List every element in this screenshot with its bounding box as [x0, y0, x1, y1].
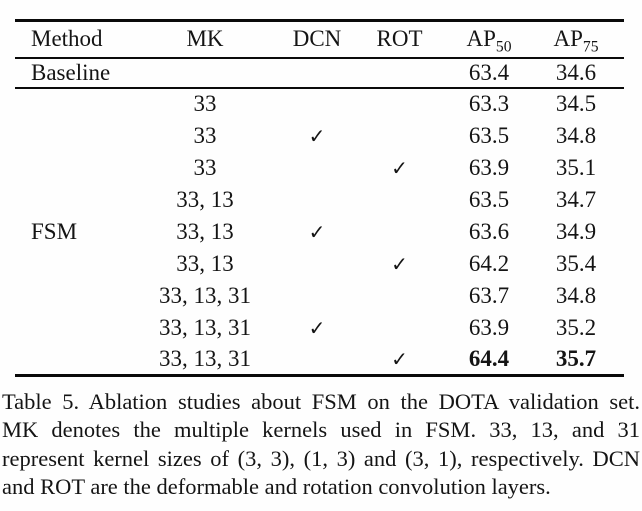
- cell-ap75: 34.5: [555, 91, 597, 116]
- cell-mk: [125, 58, 285, 88]
- cell-dcn: [285, 58, 349, 88]
- cell-method: [15, 344, 125, 376]
- cell-method: [15, 152, 125, 184]
- cell-ap75: 34.8: [555, 122, 597, 148]
- cell-mk: 33, 13, 31: [159, 282, 251, 308]
- cell-mk: 33: [193, 154, 217, 180]
- table-row: FSM 33, 13 ✓ 63.6 34.9: [15, 216, 624, 248]
- column-header-method: Method: [31, 26, 103, 52]
- header-row: Method MK DCN ROT AP50 AP75: [15, 21, 624, 58]
- cell-ap75: 34.6: [555, 59, 597, 85]
- cell-mk: 33, 13: [176, 186, 234, 212]
- cell-rot: [349, 184, 450, 216]
- cell-ap50: 64.2: [468, 250, 510, 276]
- cell-ap50: 63.9: [468, 154, 510, 180]
- caption-line: MK denotes the multiple kernels used in …: [2, 417, 640, 443]
- checkmark-dcn: ✓: [308, 123, 326, 148]
- checkmark-rot: ✓: [391, 346, 408, 371]
- ablation-table: Method MK DCN ROT AP50 AP75 Baseline 63.…: [15, 19, 624, 377]
- cell-dcn: [285, 152, 349, 184]
- cell-mk: 33, 13, 31: [159, 314, 251, 340]
- fsm-method-label: FSM: [31, 218, 78, 244]
- ap75-base: AP: [553, 26, 583, 52]
- cell-ap50: 63.7: [468, 282, 510, 308]
- cell-dcn: [285, 184, 349, 216]
- cell-ap50: 63.5: [468, 186, 510, 212]
- cell-ap50: 63.6: [468, 218, 510, 244]
- cell-rot: [349, 58, 450, 88]
- table-caption: Table 5. Ablation studies about FSM on t…: [2, 388, 640, 502]
- table-row: 33, 13 ✓ 64.2 35.4: [15, 248, 624, 280]
- baseline-row: Baseline 63.4 34.6: [15, 58, 624, 88]
- table-row-best: 33, 13, 31 ✓ 64.4 35.7: [15, 344, 624, 376]
- cell-ap50-best: 64.4: [468, 345, 510, 371]
- checkmark-rot: ✓: [391, 155, 408, 180]
- ap75-subscript: 75: [582, 38, 599, 56]
- column-header-dcn: DCN: [292, 26, 342, 52]
- cell-dcn: [285, 344, 349, 376]
- cell-ap75: 35.4: [555, 250, 597, 276]
- fsm-row-group: 33 63.3 34.5 33 ✓ 63.5 34.8 33 ✓ 63.9: [15, 88, 624, 376]
- cell-method: Baseline: [31, 59, 111, 85]
- cell-mk: 33: [193, 122, 217, 148]
- caption-line: and ROT are the deformable and rotation …: [2, 474, 551, 500]
- cell-rot: [349, 312, 450, 344]
- cell-ap50: 63.4: [468, 59, 510, 85]
- checkmark-dcn: ✓: [308, 219, 326, 244]
- cell-mk: 33, 13, 31: [159, 345, 251, 371]
- table-row: 33 ✓ 63.5 34.8: [15, 120, 624, 152]
- column-header-ap75: AP75: [528, 21, 624, 58]
- cell-dcn: [285, 280, 349, 312]
- cell-rot: [349, 88, 450, 120]
- cell-dcn: [285, 88, 349, 120]
- cell-ap75: 34.7: [555, 186, 597, 212]
- cell-ap50: 63.3: [468, 91, 510, 116]
- table-row: 33, 13, 31 63.7 34.8: [15, 280, 624, 312]
- table-header: Method MK DCN ROT AP50 AP75: [15, 21, 624, 58]
- checkmark-dcn: ✓: [308, 315, 326, 340]
- cell-method: [15, 184, 125, 216]
- cell-ap75: 35.1: [555, 154, 597, 180]
- cell-ap50: 63.9: [468, 314, 510, 340]
- cell-method: [15, 120, 125, 152]
- table-row: 33 63.3 34.5: [15, 88, 624, 120]
- cell-ap75: 34.9: [555, 218, 597, 244]
- checkmark-rot: ✓: [391, 251, 408, 276]
- table-row: 33, 13, 31 ✓ 63.9 35.2: [15, 312, 624, 344]
- cell-rot: [349, 216, 450, 248]
- cell-method: [15, 280, 125, 312]
- cell-method: [15, 312, 125, 344]
- cell-mk: 33, 13: [176, 250, 234, 276]
- cell-ap75: 35.2: [555, 314, 597, 340]
- caption-line: represent kernel sizes of (3, 3), (1, 3)…: [2, 445, 640, 471]
- cell-ap75-best: 35.7: [555, 345, 597, 371]
- cell-ap50: 63.5: [468, 122, 510, 148]
- cell-ap75: 34.8: [555, 282, 597, 308]
- column-header-ap50: AP50: [450, 21, 528, 58]
- table-row: 33 ✓ 63.9 35.1: [15, 152, 624, 184]
- cell-method: [15, 88, 125, 120]
- ap50-base: AP: [466, 26, 496, 52]
- ap50-subscript: 50: [495, 38, 512, 56]
- column-header-mk: MK: [186, 26, 224, 52]
- cell-method: [15, 248, 125, 280]
- cell-rot: [349, 280, 450, 312]
- caption-line: Table 5. Ablation studies about FSM on t…: [2, 389, 640, 414]
- column-header-rot: ROT: [376, 26, 423, 52]
- table-row: 33, 13 63.5 34.7: [15, 184, 624, 216]
- cell-dcn: [285, 248, 349, 280]
- cell-rot: [349, 120, 450, 152]
- cell-mk: 33: [193, 91, 217, 116]
- cell-mk: 33, 13: [176, 218, 234, 244]
